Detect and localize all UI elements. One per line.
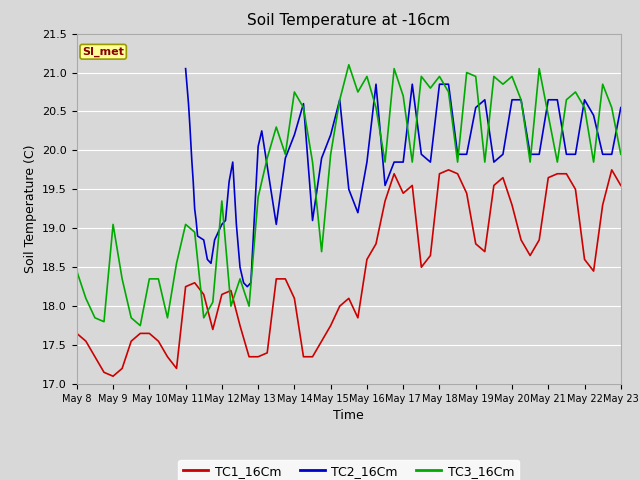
Legend: TC1_16Cm, TC2_16Cm, TC3_16Cm: TC1_16Cm, TC2_16Cm, TC3_16Cm [179, 460, 519, 480]
X-axis label: Time: Time [333, 409, 364, 422]
Text: SI_met: SI_met [82, 47, 124, 57]
Y-axis label: Soil Temperature (C): Soil Temperature (C) [24, 144, 36, 273]
Title: Soil Temperature at -16cm: Soil Temperature at -16cm [247, 13, 451, 28]
